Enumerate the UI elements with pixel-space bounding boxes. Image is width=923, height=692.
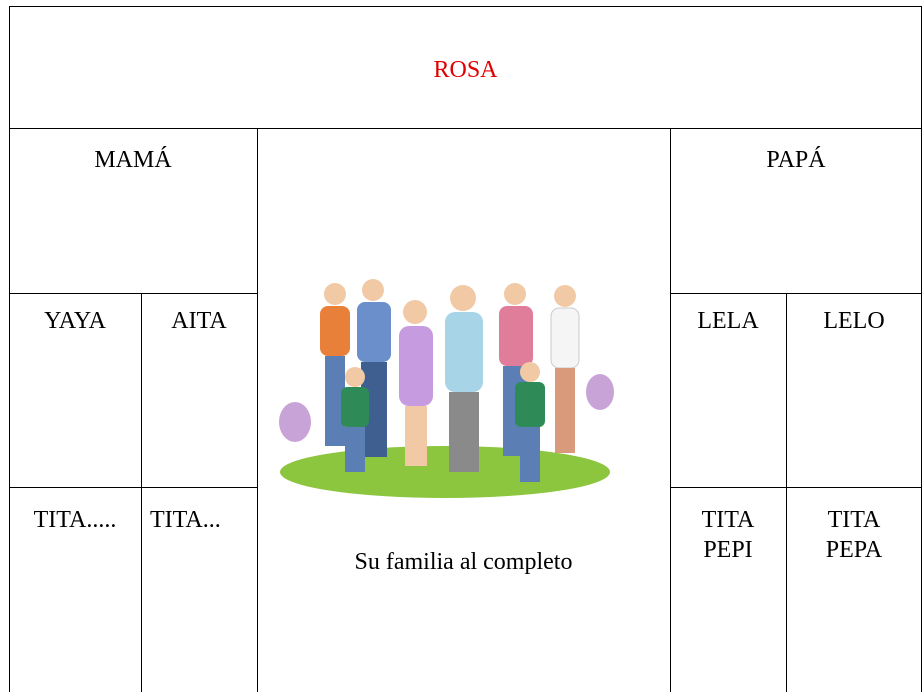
grandparent: AITA xyxy=(171,308,227,334)
border xyxy=(9,128,922,129)
parent: MAMÁ xyxy=(94,147,172,173)
border xyxy=(786,293,787,692)
aunt-line: PEPA xyxy=(825,537,883,563)
family-illustration xyxy=(279,279,614,498)
border xyxy=(141,293,142,692)
border xyxy=(670,128,671,692)
caption: Su familia al completo xyxy=(354,549,573,575)
border xyxy=(9,6,10,692)
parent: PAPÁ xyxy=(766,147,826,173)
aunt: TITA PEPA xyxy=(786,505,922,565)
border xyxy=(257,128,258,692)
aunt-line: TITA..... xyxy=(33,507,117,533)
aunt: TITA PEPI xyxy=(670,505,786,565)
grandparent: YAYA xyxy=(44,308,106,334)
grandparent: LELA xyxy=(697,308,759,334)
aunt-line: TITA xyxy=(827,507,881,533)
border xyxy=(670,293,922,294)
border xyxy=(9,6,922,7)
grandparent: LELO xyxy=(823,308,885,334)
aunt-line: TITA... xyxy=(150,507,221,533)
border xyxy=(9,293,257,294)
border xyxy=(9,487,257,488)
aunt: TITA... xyxy=(141,505,266,535)
aunt-line: PEPI xyxy=(703,537,753,563)
aunt: TITA..... xyxy=(9,505,141,535)
title: ROSA xyxy=(433,57,498,83)
border xyxy=(670,487,922,488)
aunt-line: TITA xyxy=(701,507,755,533)
border xyxy=(921,6,922,692)
